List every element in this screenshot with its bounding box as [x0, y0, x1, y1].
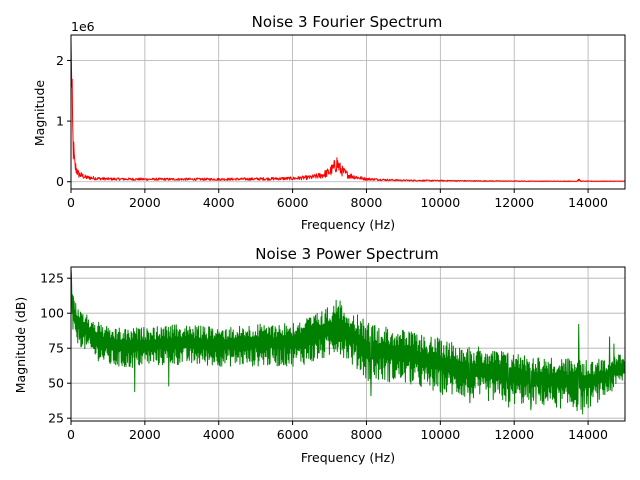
power-x-ticks: 0 2000 4000 6000 8000 10000 12000 14000 [67, 421, 608, 442]
power-plot-frame [70, 266, 626, 422]
fourier-x-axis-label: Frequency (Hz) [301, 217, 395, 232]
power-title: Noise 3 Power Spectrum [255, 245, 439, 263]
power-y-tick-label: 100 [40, 306, 64, 321]
fourier-y-tick-label: 0 [56, 174, 64, 189]
fourier-offset-label: 1e6 [71, 19, 95, 34]
power-y-ticks: 25 50 75 100 125 [40, 271, 71, 426]
fourier-x-tick-label: 12000 [494, 195, 534, 210]
power-data [71, 268, 625, 415]
power-y-tick-label: 75 [48, 341, 64, 356]
fourier-plot-frame [70, 34, 626, 190]
fourier-x-tick-label: 14000 [568, 195, 608, 210]
power-x-tick-label: 12000 [494, 427, 534, 442]
fourier-x-tick-label: 10000 [420, 195, 460, 210]
power-series-line [71, 268, 625, 415]
fourier-x-tick-label: 4000 [203, 195, 235, 210]
fourier-x-tick-label: 2000 [129, 195, 161, 210]
power-x-tick-label: 4000 [203, 427, 235, 442]
fourier-series-line [71, 39, 625, 182]
fourier-x-ticks: 0 2000 4000 6000 8000 10000 12000 14000 [67, 189, 608, 210]
power-spectrum-axes: Noise 3 Power Spectrum 0 2000 4000 6000 8000… [13, 245, 626, 465]
fourier-data [71, 39, 625, 182]
fourier-y-tick-label: 2 [56, 53, 64, 68]
fourier-x-tick-label: 6000 [277, 195, 309, 210]
power-x-tick-label: 2000 [129, 427, 161, 442]
fourier-x-tick-label: 8000 [351, 195, 383, 210]
fourier-y-axis-label: Magnitude [32, 80, 47, 147]
power-y-tick-label: 125 [40, 271, 64, 286]
fourier-grid [70, 35, 625, 189]
power-x-tick-label: 6000 [277, 427, 309, 442]
power-x-tick-label: 8000 [351, 427, 383, 442]
fourier-y-tick-label: 1 [56, 114, 64, 129]
fourier-spectrum-axes: Noise 3 Fourier Spectrum 1e6 0 2000 4000 60… [32, 13, 626, 232]
power-x-axis-label: Frequency (Hz) [301, 450, 395, 465]
power-x-tick-label: 14000 [568, 427, 608, 442]
fourier-x-tick-label: 0 [67, 195, 75, 210]
power-x-tick-label: 10000 [420, 427, 460, 442]
power-y-tick-label: 50 [48, 376, 64, 391]
fourier-y-ticks: 0 1 2 [56, 53, 71, 189]
power-y-axis-label: Magnitude (dB) [13, 297, 28, 393]
power-y-tick-label: 25 [48, 411, 64, 426]
fourier-title: Noise 3 Fourier Spectrum [252, 13, 443, 31]
power-x-tick-label: 0 [67, 427, 75, 442]
